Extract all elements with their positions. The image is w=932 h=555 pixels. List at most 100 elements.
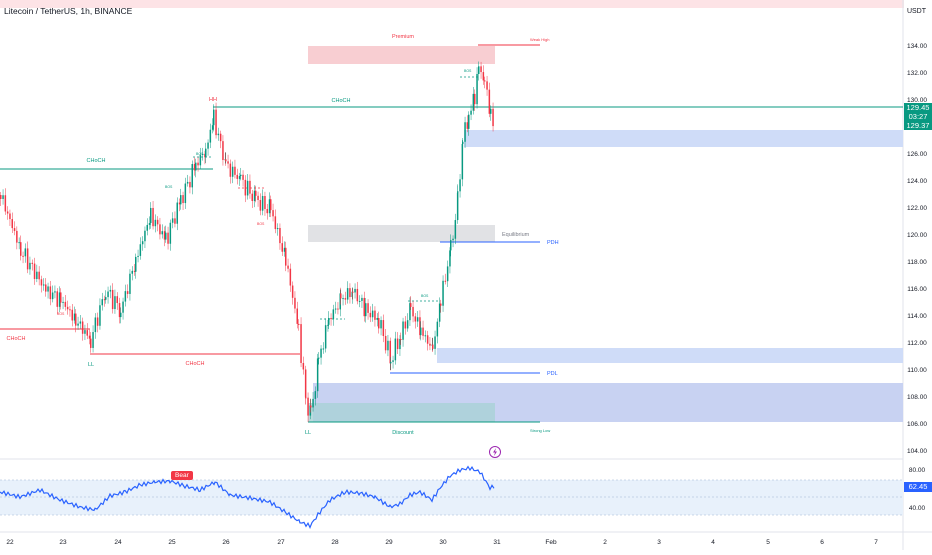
price-tick-label: 104.00 [907, 448, 927, 455]
candle-body [58, 292, 61, 307]
candle-body [144, 230, 146, 242]
candle-body [159, 224, 161, 235]
price-tick-label: 126.00 [907, 151, 927, 158]
candle-body [349, 288, 351, 298]
rsi-tick-40: 40.00 [909, 505, 926, 512]
candle-body [234, 166, 236, 175]
candle-body [182, 195, 184, 204]
lightning-icon[interactable] [489, 446, 501, 458]
price-tick-label: 110.00 [907, 367, 927, 374]
candle-body [291, 285, 294, 298]
candle-body [472, 93, 475, 111]
price-tick-label: 120.00 [907, 232, 927, 239]
candle-body [77, 323, 79, 326]
candle-body [358, 300, 361, 302]
order-block-middle[interactable] [437, 348, 903, 363]
price-tick-label: 108.00 [907, 394, 927, 401]
candle-body [482, 72, 485, 81]
price-tick-label: 124.00 [907, 178, 927, 185]
time-axis[interactable]: 22 23 24 25 26 27 28 29 30 31 Feb 2 3 4 5 6 7 [6, 539, 878, 546]
candle-body [209, 129, 212, 143]
candle-body [45, 284, 47, 292]
pdh-label: PDH [547, 240, 559, 246]
candle-body [382, 320, 385, 336]
candle-body [378, 318, 380, 329]
candle-body [47, 286, 49, 292]
candle-body [363, 297, 365, 317]
candle-body [11, 219, 13, 229]
candle-body [236, 174, 238, 179]
candle-body [389, 340, 391, 364]
candle-body [129, 273, 131, 294]
candle-body [204, 153, 206, 158]
candle-body [320, 348, 322, 358]
candle-body [20, 242, 22, 256]
candle-body [298, 323, 300, 325]
candle-body [380, 320, 382, 329]
candle-body [219, 133, 222, 142]
candle-body [449, 250, 451, 267]
candle-body [131, 270, 133, 274]
candle-body [356, 288, 359, 302]
candle-body [29, 262, 31, 270]
discount-zone[interactable] [308, 403, 495, 422]
candlestick-series[interactable] [0, 61, 494, 422]
candle-body [253, 190, 256, 202]
candle-body [4, 195, 7, 212]
candle-body [199, 154, 202, 166]
candle-body [371, 310, 374, 318]
candle-body [327, 324, 329, 326]
candle-body [289, 268, 292, 286]
price-tick-label: 116.00 [907, 286, 927, 293]
candle-body [367, 303, 369, 313]
bos-label-3: BOS [421, 294, 429, 298]
candle-body [231, 166, 234, 177]
candle-body [374, 310, 376, 320]
candle-body [457, 191, 459, 193]
candle-body [272, 210, 274, 217]
bos-label-5: BOS [57, 312, 65, 316]
time-tick-label: Feb [545, 539, 557, 546]
candle-body [71, 309, 73, 321]
candle-body [90, 338, 92, 348]
candle-body [225, 159, 227, 162]
candle-body [139, 244, 142, 256]
candle-body [107, 291, 109, 298]
premium-label: Premium [392, 34, 414, 40]
candle-body [429, 343, 431, 346]
candle-body [169, 222, 172, 244]
time-tick-label: 23 [59, 539, 67, 546]
candle-body [456, 192, 459, 221]
candle-body [124, 291, 127, 302]
candle-body [307, 397, 309, 416]
candle-body [488, 89, 491, 114]
candle-body [75, 313, 77, 326]
candle-body [227, 161, 229, 164]
candle-body [251, 193, 253, 202]
premium-zone[interactable] [308, 46, 495, 64]
candle-body [470, 110, 472, 115]
candle-body [369, 312, 372, 318]
candle-body [361, 297, 363, 301]
candle-body [414, 316, 417, 322]
price-tick-label: 118.00 [907, 259, 927, 266]
candle-body [105, 297, 107, 300]
candle-body [276, 227, 279, 230]
equilibrium-zone[interactable] [308, 225, 495, 242]
choch-mid-label: CHoCH [186, 361, 205, 367]
candle-body [464, 122, 466, 142]
candle-body [384, 335, 387, 351]
candle-body [191, 164, 193, 188]
lower-price-tag: 129.37 [904, 121, 932, 130]
candle-body [36, 271, 38, 279]
candle-body [211, 125, 214, 130]
rsi-line[interactable] [0, 465, 495, 530]
order-block-upper[interactable] [464, 130, 903, 147]
candle-body [118, 303, 121, 318]
price-tick-label: 130.00 [907, 97, 927, 104]
candle-body [419, 317, 421, 336]
choch-left-label: CHoCH [87, 158, 106, 164]
symbol-title[interactable]: Litecoin / TetherUS, 1h, BINANCE [4, 6, 133, 16]
